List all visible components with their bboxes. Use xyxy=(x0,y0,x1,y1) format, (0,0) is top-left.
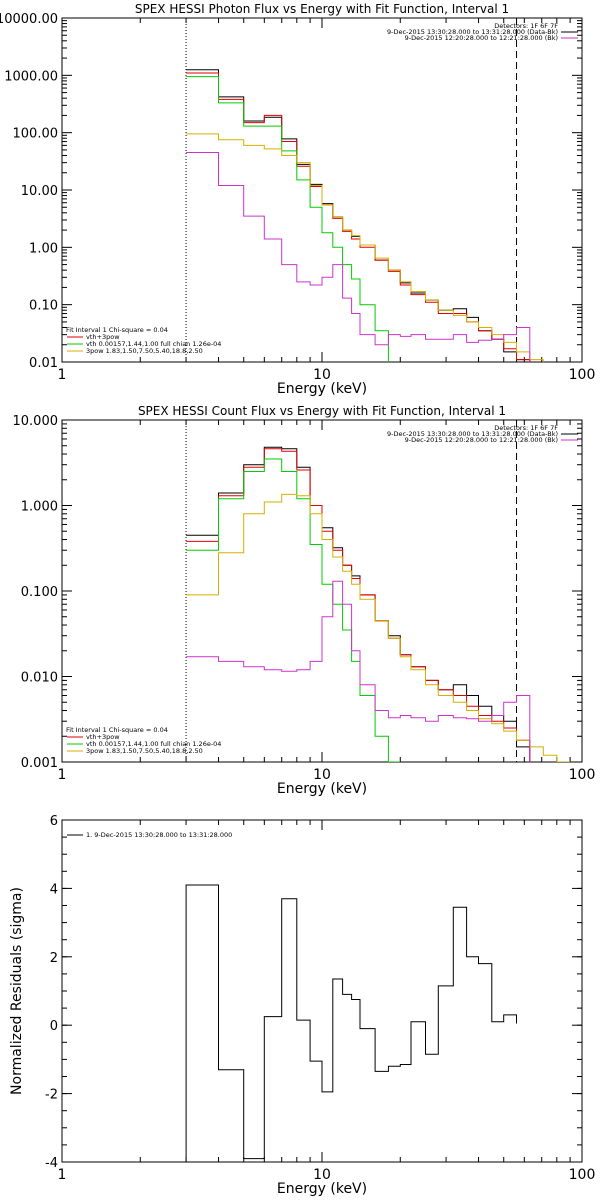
x-axis-label: Energy (keV) xyxy=(277,381,367,397)
header-annotation: Detectors: 1F 6F 7F xyxy=(494,22,558,30)
y-tick-label: 0.10 xyxy=(29,299,58,314)
x-tick-label: 100 xyxy=(569,367,596,383)
y-tick-label: 0.100 xyxy=(21,585,58,600)
header-annotation: 9-Dec-2015 12:20:28.000 to 12:21:28.000 … xyxy=(405,34,558,42)
header-annotation: 9-Dec-2015 12:20:28.000 to 12:21:28.000 … xyxy=(405,436,558,444)
y-tick-label: 10000.00 xyxy=(0,12,58,27)
series-line-3 xyxy=(186,76,389,362)
chart-panel-1: 1 10 100 0.01 0.10 1.00 10.00 100.00 1000.00 1000… xyxy=(0,2,595,397)
series-line-4 xyxy=(186,133,544,362)
y-tick-label: 0.010 xyxy=(21,671,58,686)
x-tick-label: 10 xyxy=(313,1167,331,1183)
series-line-1 xyxy=(186,69,531,362)
legend-entry: vth+3pow xyxy=(86,333,120,341)
x-tick-label: 1 xyxy=(58,367,67,383)
legend-entry: 3pow 1.83,1.50,7.50,5.40,18.8,2.50 xyxy=(86,347,203,355)
x-axis-label: Energy (keV) xyxy=(277,1181,367,1197)
header-annotation: 9-Dec-2015 13:30:28.000 to 13:31:28.000 … xyxy=(387,430,558,438)
x-tick-label: 1 xyxy=(58,1167,67,1183)
x-tick-label: 1 xyxy=(58,767,67,783)
y-tick-label: 2 xyxy=(50,951,58,966)
series-line-5 xyxy=(186,580,531,762)
legend-entry: vth+3pow xyxy=(86,733,120,741)
y-tick-label: 4 xyxy=(50,882,58,897)
x-tick-label: 10 xyxy=(313,767,331,783)
legend-entry: 3pow 1.83,1.50,7.50,5.40,18.8,2.50 xyxy=(86,747,203,755)
series-line-5 xyxy=(186,152,531,362)
x-tick-label: 10 xyxy=(313,367,331,383)
plot-frame xyxy=(61,819,583,1163)
y-tick-label: 0 xyxy=(50,1019,58,1034)
y-tick-label: 6 xyxy=(50,814,58,829)
legend-entry: vth 0.00157,1.44,1.00 full chian 1.26e-0… xyxy=(86,740,221,748)
y-tick-label: 100.00 xyxy=(13,127,59,142)
chart-panel-2: 1 10 100 0.001 0.010 0.100 1.000 10.000 SPEX HES… xyxy=(13,404,596,797)
y-tick-label: 10.000 xyxy=(13,414,59,429)
y-tick-label: -4 xyxy=(45,1156,58,1171)
x-tick-label: 100 xyxy=(569,767,596,783)
legend-entry: 1. 9-Dec-2015 13:30:28.000 to 13:31:28.0… xyxy=(86,831,232,839)
y-tick-label: 0.01 xyxy=(29,356,58,371)
y-axis-label: Normalized Residuals (sigma) xyxy=(9,887,25,1095)
x-tick-label: 100 xyxy=(569,1167,596,1183)
series-line-1 xyxy=(185,884,517,1162)
y-tick-label: -2 xyxy=(45,1088,58,1103)
header-annotation: Detectors: 1F 6F 7F xyxy=(494,424,558,432)
legend-entry: Fit Interval 1 Chi-square = 0.04 xyxy=(66,326,168,334)
legend-entry: Fit Interval 1 Chi-square = 0.04 xyxy=(66,726,168,734)
y-tick-label: 10.00 xyxy=(21,184,58,199)
chart-panel-3: 1 10 100 -4 -2 0 2 4 6 Energy (keV) Normalized Res… xyxy=(9,814,595,1197)
series-line-4 xyxy=(186,493,571,762)
y-tick-label: 1.000 xyxy=(21,500,58,515)
y-tick-label: 1000.00 xyxy=(4,69,58,84)
x-axis-label: Energy (keV) xyxy=(277,781,367,797)
y-tick-label: 1.00 xyxy=(29,241,58,256)
chart-title: SPEX HESSI Photon Flux vs Energy with Fi… xyxy=(135,2,509,16)
header-annotation: 9-Dec-2015 13:30:28.000 to 13:31:28.000 … xyxy=(387,28,558,36)
series-line-3 xyxy=(186,458,401,762)
y-tick-label: 0.001 xyxy=(21,756,58,771)
chart-title: SPEX HESSI Count Flux vs Energy with Fit… xyxy=(138,404,506,418)
legend-entry: vth 0.00157,1.44,1.00 full chian 1.26e-0… xyxy=(86,340,221,348)
